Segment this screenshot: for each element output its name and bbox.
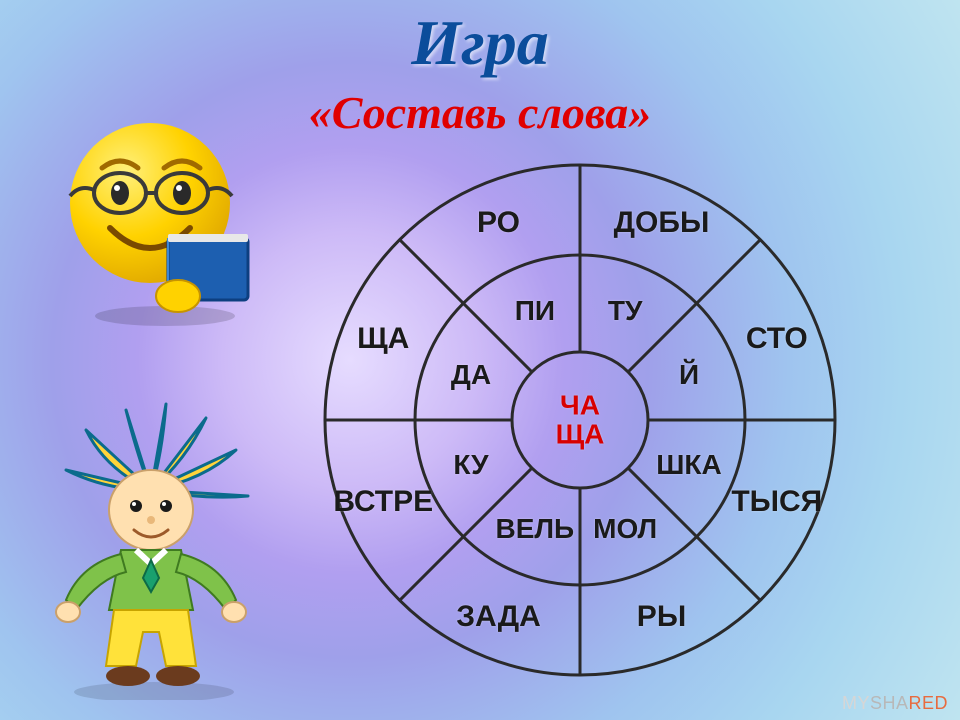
wheel-label: РО <box>477 206 520 240</box>
wheel-label: ЗАДА <box>456 600 541 634</box>
wheel-label: ТУ <box>608 295 643 327</box>
wheel-label: Й <box>679 359 699 391</box>
wheel-label: ШКА <box>656 449 721 481</box>
watermark-part: RED <box>908 693 948 713</box>
boy-icon <box>36 400 266 700</box>
wheel-label: ЩА <box>357 322 409 356</box>
wheel-label: ВСТРЕ <box>333 485 433 519</box>
smiley-icon <box>50 108 270 328</box>
wheel-label: ВЕЛЬ <box>496 513 575 545</box>
wheel-label: МОЛ <box>593 513 657 545</box>
wheel-center: ЧАЩА <box>556 391 605 450</box>
wheel-label: РЫ <box>637 600 686 634</box>
watermark: MYSHARED <box>842 693 948 714</box>
stage: Игра «Составь слова» ДОБЫТУСТОЙТЫСЯШКАРЫ… <box>0 0 960 720</box>
watermark-part: SHA <box>870 693 909 713</box>
wheel-label: ТЫСЯ <box>731 485 822 519</box>
wheel-label: ДОБЫ <box>614 206 710 240</box>
wheel-label: ДА <box>451 359 491 391</box>
wheel-label: ПИ <box>515 295 555 327</box>
page-title: Игра <box>0 6 960 80</box>
watermark-part: MY <box>842 693 870 713</box>
wheel-label: СТО <box>746 322 808 356</box>
wheel-label: КУ <box>453 449 488 481</box>
